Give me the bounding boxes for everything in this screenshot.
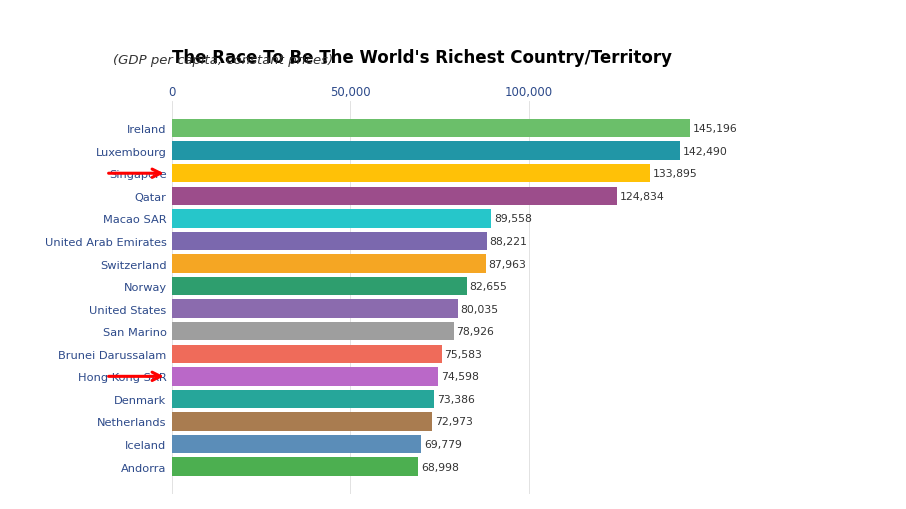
Bar [172, 322, 454, 341]
Text: 124,834: 124,834 [620, 191, 665, 202]
Text: 82,655: 82,655 [469, 281, 507, 292]
Bar [172, 412, 432, 431]
Bar [172, 187, 617, 206]
Text: 69,779: 69,779 [424, 439, 462, 449]
Text: 73,386: 73,386 [437, 394, 475, 404]
Text: 72,973: 72,973 [435, 417, 473, 427]
Bar [172, 210, 491, 228]
Text: 88,221: 88,221 [489, 237, 527, 246]
Bar [172, 458, 419, 476]
Bar [172, 254, 486, 273]
Text: 145,196: 145,196 [693, 124, 737, 134]
Text: 75,583: 75,583 [445, 349, 482, 359]
Text: 80,035: 80,035 [460, 304, 498, 314]
Bar [172, 345, 441, 363]
Bar [172, 435, 421, 454]
Bar [172, 232, 487, 251]
Bar [172, 300, 458, 318]
Bar [172, 367, 439, 386]
Text: The Race To Be The World's Richest Country/Territory: The Race To Be The World's Richest Count… [172, 49, 672, 67]
Text: 74,598: 74,598 [441, 372, 479, 382]
Bar [172, 277, 467, 296]
Text: 142,490: 142,490 [683, 147, 728, 156]
Bar [172, 120, 689, 138]
Text: 89,558: 89,558 [495, 214, 532, 224]
Text: 78,926: 78,926 [457, 327, 495, 336]
Text: (GDP per capita, constant prices): (GDP per capita, constant prices) [113, 53, 333, 66]
Bar [172, 390, 434, 408]
Bar [172, 164, 650, 183]
Bar [172, 142, 680, 161]
Text: 133,895: 133,895 [652, 169, 697, 179]
Text: 87,963: 87,963 [488, 259, 526, 269]
Text: 68,998: 68,998 [421, 462, 458, 472]
